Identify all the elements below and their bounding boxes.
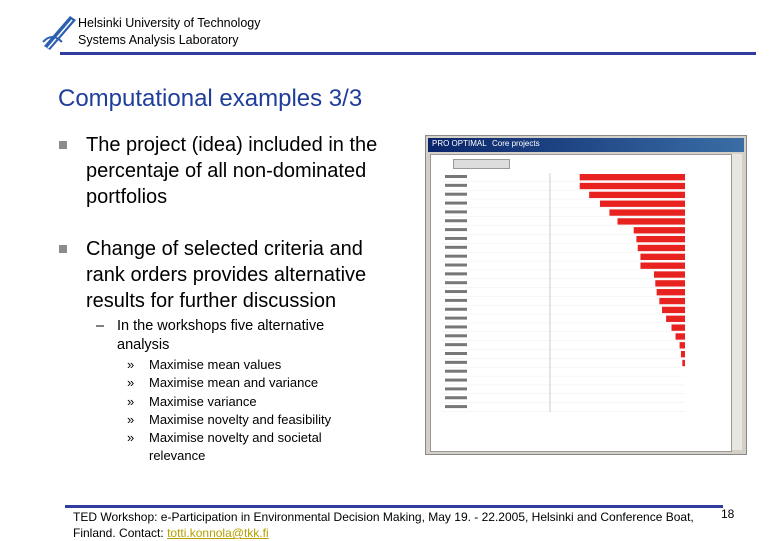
sub-item-row: » Maximise mean values: [127, 356, 349, 374]
bar: [656, 289, 685, 296]
row-label-placeholder: [445, 369, 467, 373]
row-label-placeholder: [445, 343, 467, 347]
bar: [636, 235, 685, 243]
sub-bullet-marker: –: [96, 318, 105, 334]
screenshot: PRO OPTIMAL Core projects: [425, 135, 747, 455]
footer-rule: [65, 505, 723, 508]
sub-item: Maximise mean values: [149, 357, 282, 372]
sub-item: Maximise novelty and societal relevance: [149, 430, 322, 464]
row-label-placeholder: [445, 378, 467, 382]
row-label-placeholder: [445, 334, 467, 338]
window-subtitle: Core projects: [492, 139, 540, 148]
sub-item-marker: »: [127, 375, 135, 391]
sub-item-row: » Maximise variance: [127, 393, 349, 411]
footer-text: TED Workshop: e-Participation in Environ…: [73, 510, 694, 540]
row-label-placeholder: [445, 405, 467, 409]
sub-items: » Maximise mean values » Maximise mean and …: [127, 356, 349, 466]
bar: [679, 342, 685, 349]
bar: [589, 191, 685, 199]
sub-item-row: » Maximise novelty and feasibility: [127, 411, 349, 429]
row-label-placeholder: [445, 183, 467, 187]
row-label-placeholder: [445, 192, 467, 196]
bar: [666, 315, 685, 322]
bar: [655, 280, 685, 287]
sub-item-row: » Maximise novelty and societal relevance: [127, 429, 349, 466]
row-label-placeholder: [445, 245, 467, 249]
logo: [42, 16, 76, 50]
scrollbar: [732, 154, 742, 450]
row-label-placeholder: [445, 201, 467, 205]
row-label-placeholder: [445, 307, 467, 311]
row-label-placeholder: [445, 263, 467, 267]
sub-item-marker: »: [127, 411, 135, 427]
row-label-placeholder: [445, 352, 467, 355]
sub-item: Maximise variance: [149, 393, 257, 409]
row-label-placeholder: [445, 254, 467, 258]
bar: [579, 174, 685, 181]
bar: [640, 253, 685, 260]
bar: [640, 262, 685, 269]
sub-item-marker: »: [127, 430, 135, 446]
row-label-placeholder: [445, 298, 467, 302]
page-number: 18: [721, 507, 735, 521]
header-line: Systems Analysis Laboratory: [78, 33, 239, 47]
bar: [659, 297, 685, 305]
row-label-placeholder: [445, 325, 467, 329]
window-title: PRO OPTIMAL: [432, 139, 487, 148]
row-label-placeholder: [445, 316, 467, 320]
sub-item: Maximise mean and variance: [149, 375, 319, 391]
row-label-placeholder: [445, 228, 467, 232]
row-label-placeholder: [445, 396, 467, 400]
footer: TED Workshop: e-Participation in Environ…: [73, 509, 723, 541]
row-label-placeholder: [445, 210, 467, 214]
slide-title: Computational examples 3/3: [58, 85, 363, 112]
header-rule: [60, 52, 756, 55]
row-label-placeholder: [445, 236, 467, 240]
bar: [633, 227, 685, 234]
window-content: [430, 154, 732, 452]
bar: [599, 200, 685, 207]
window-button: [453, 159, 510, 169]
bar: [680, 351, 685, 358]
sub-item-row: » Maximise mean and variance: [127, 374, 349, 392]
bar-chart: [441, 173, 685, 412]
row-label-placeholder: [445, 387, 467, 391]
bar: [579, 182, 685, 190]
bar: [682, 359, 685, 367]
bar: [609, 209, 685, 216]
bar: [675, 333, 685, 340]
bar: [653, 271, 685, 278]
sub-item: Maximise novelty and feasibility: [149, 411, 332, 427]
bar: [637, 244, 685, 252]
window-titlebar: PRO OPTIMAL Core projects: [428, 138, 744, 152]
bullet-marker: [59, 141, 67, 149]
bullet: The project (idea) included in the perce…: [86, 134, 378, 208]
contact-link[interactable]: totti.konnola@tkk.fi: [167, 526, 269, 540]
row-label-placeholder: [445, 290, 467, 294]
sub-item-marker: »: [127, 357, 135, 372]
row-label-placeholder: [445, 219, 467, 223]
bar: [671, 324, 685, 331]
bar: [662, 306, 685, 314]
row-label-placeholder: [445, 272, 467, 276]
sub-item-marker: »: [127, 393, 135, 409]
bullet-marker: [59, 245, 67, 253]
bar: [617, 218, 685, 225]
sub-bullet: In the workshops five alternative analys…: [117, 318, 325, 353]
header-line: Helsinki University of Technology: [78, 16, 261, 30]
row-label-placeholder: [445, 360, 467, 364]
row-label-placeholder: [445, 175, 467, 178]
row-label-placeholder: [445, 281, 467, 285]
bullet: Change of selected criteria and rank ord…: [86, 238, 367, 312]
